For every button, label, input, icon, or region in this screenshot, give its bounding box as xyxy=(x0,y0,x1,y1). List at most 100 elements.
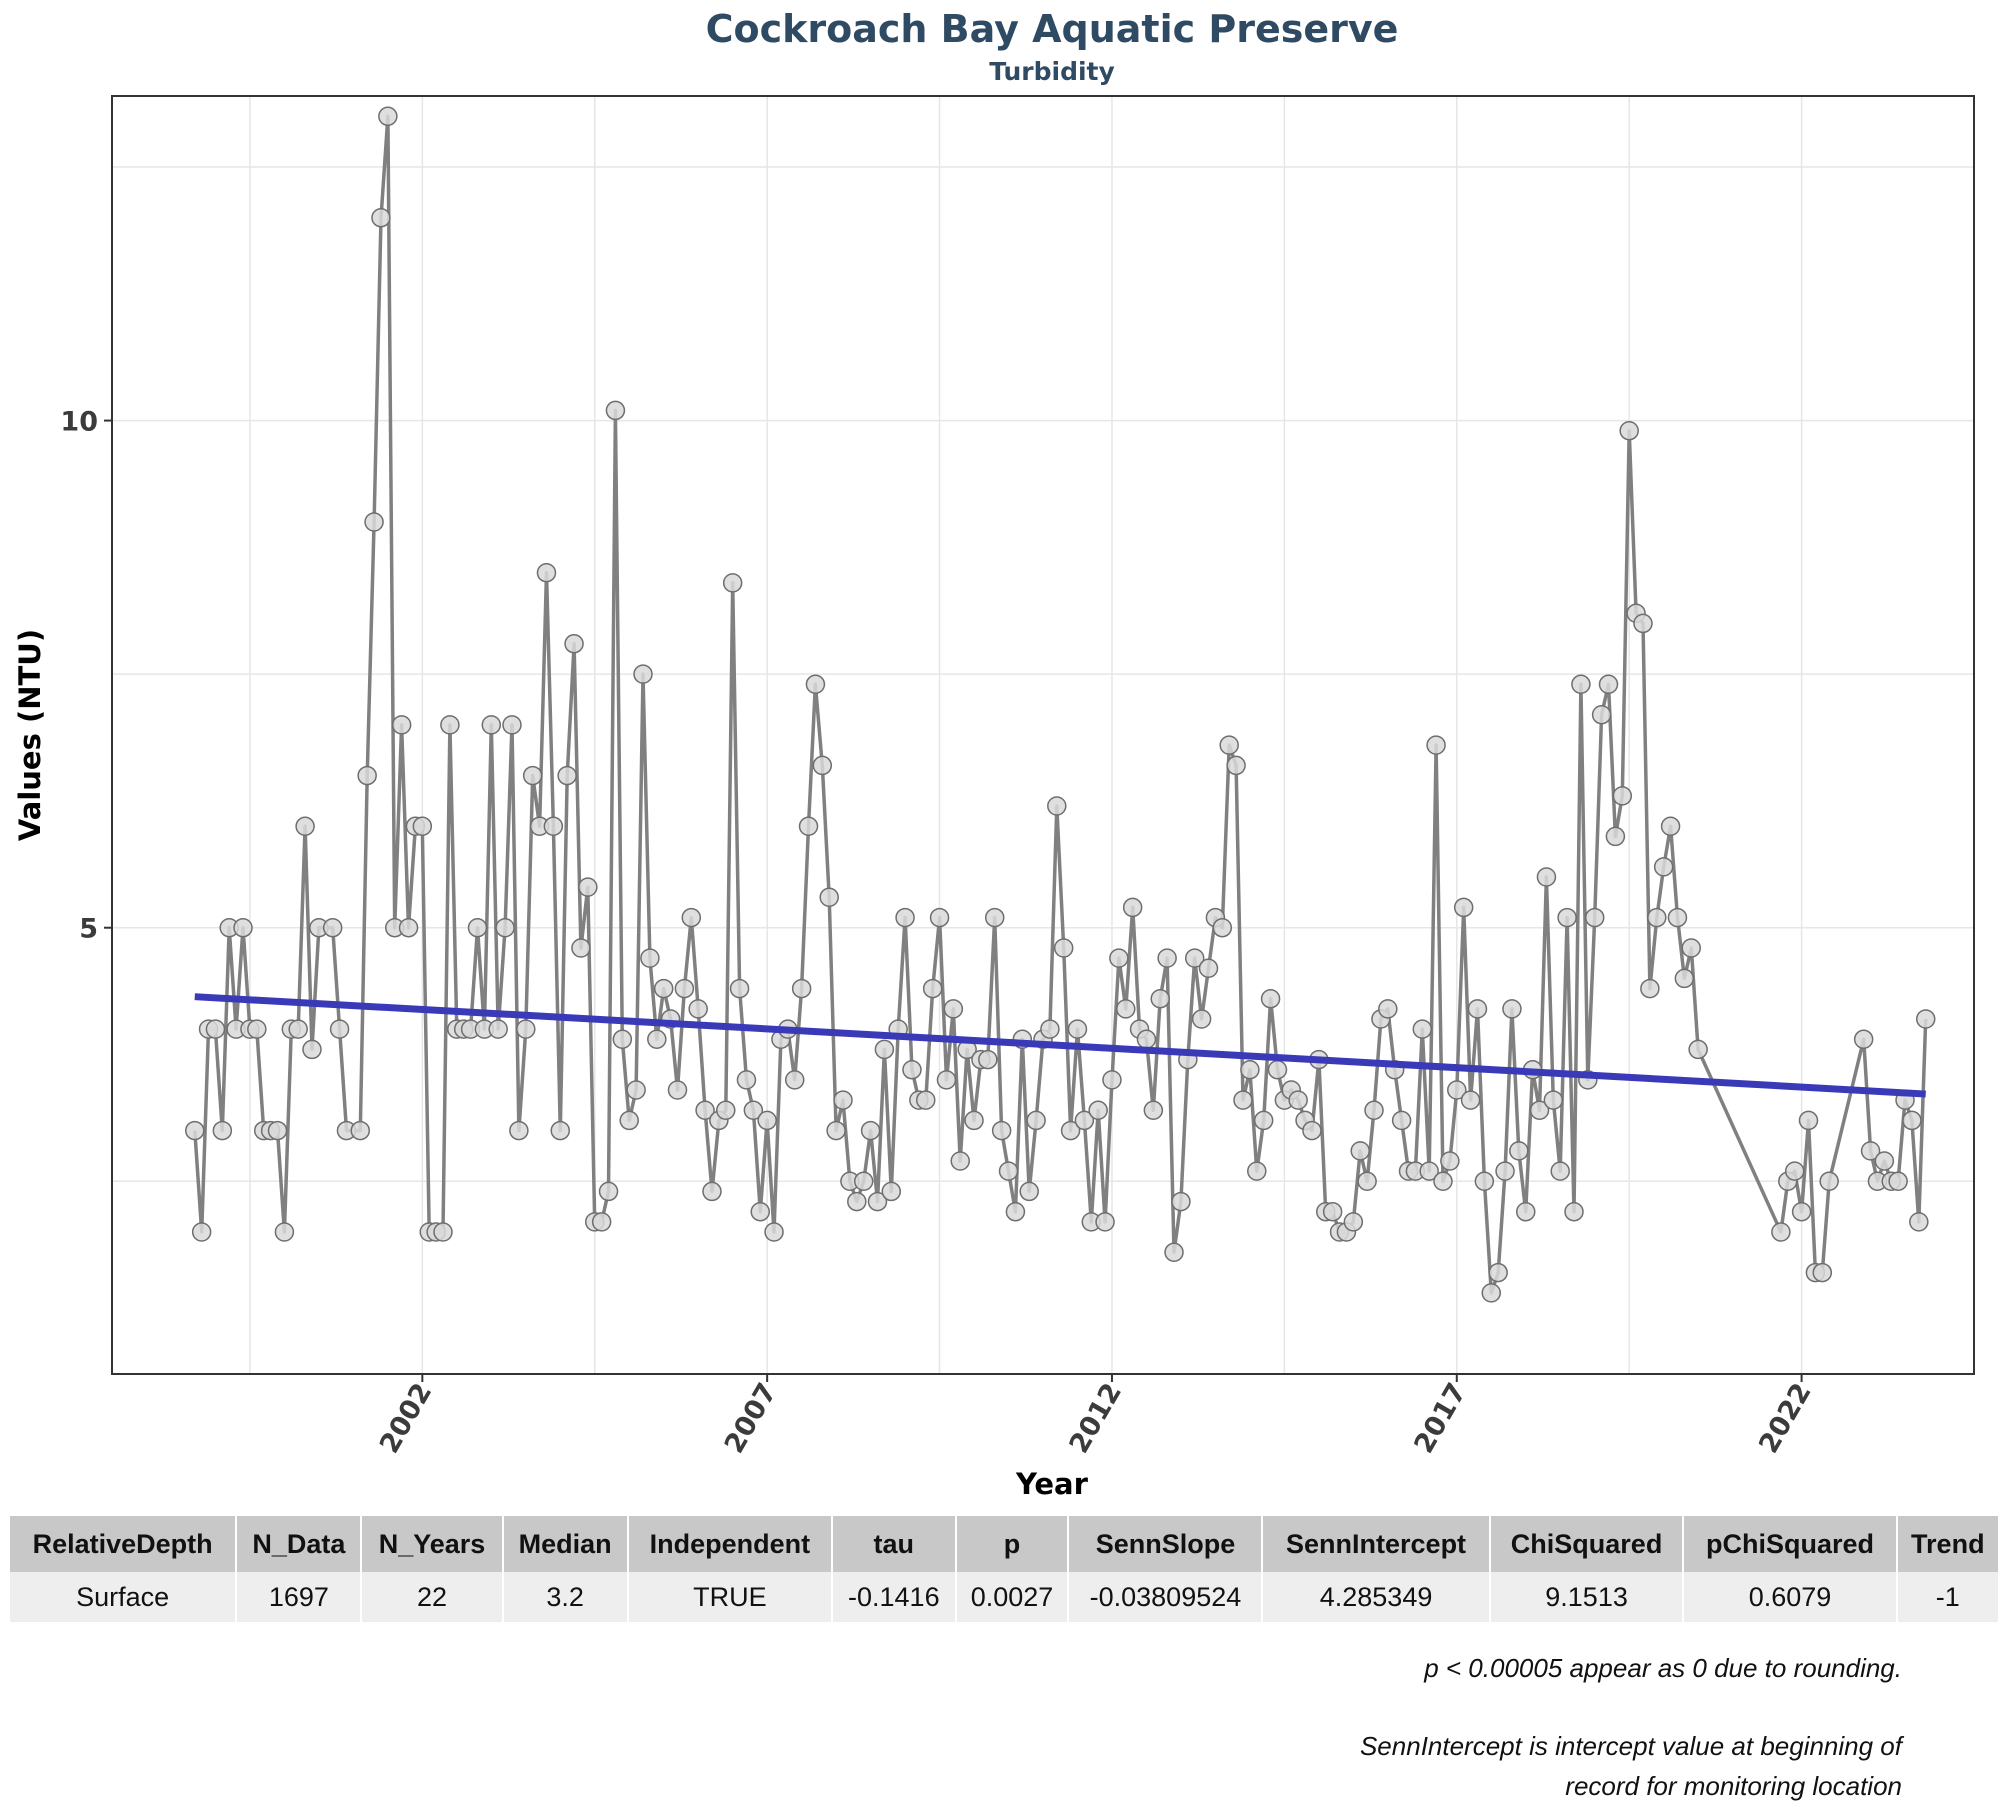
data-point-69 xyxy=(674,978,695,999)
data-point-212 xyxy=(1660,816,1681,837)
data-point-197 xyxy=(1557,907,1577,928)
data-point-217 xyxy=(1771,1222,1791,1242)
chart-title: Cockroach Bay Aquatic Preserve xyxy=(706,7,1399,51)
data-point-230 xyxy=(1888,1171,1908,1192)
data-point-140 xyxy=(1164,1242,1184,1263)
data-point-109 xyxy=(950,1151,970,1171)
data-point-191 xyxy=(1515,1201,1536,1222)
data-point-86 xyxy=(791,978,812,999)
data-point-198 xyxy=(1564,1201,1584,1222)
data-point-31 xyxy=(412,816,433,837)
data-point-168 xyxy=(1357,1171,1377,1192)
data-point-216 xyxy=(1688,1039,1708,1060)
data-point-171 xyxy=(1378,999,1398,1019)
data-point-232 xyxy=(1902,1110,1922,1131)
data-point-186 xyxy=(1481,1283,1502,1303)
data-point-4 xyxy=(212,1120,233,1141)
data-point-54 xyxy=(571,938,591,958)
data-point-51 xyxy=(550,1120,571,1141)
data-point-203 xyxy=(1598,674,1619,695)
data-point-224 xyxy=(1819,1171,1839,1192)
data-point-17 xyxy=(302,1039,322,1060)
data-point-178 xyxy=(1426,735,1446,755)
data-point-130 xyxy=(1095,1212,1115,1232)
cell-tau: -0.1416 xyxy=(833,1572,955,1622)
data-point-97 xyxy=(867,1191,888,1212)
data-point-163 xyxy=(1322,1201,1343,1222)
data-point-12 xyxy=(267,1120,288,1141)
trend-line xyxy=(194,993,1926,1098)
data-point-152 xyxy=(1247,1161,1267,1181)
data-point-44 xyxy=(502,715,522,735)
intercept-note-line2: record for monitoring location xyxy=(1565,1771,1902,1801)
data-point-226 xyxy=(1860,1141,1881,1161)
x-axis-title: Year xyxy=(1015,1467,1089,1500)
data-point-148 xyxy=(1219,735,1239,755)
data-point-98 xyxy=(874,1039,895,1060)
data-point-53 xyxy=(564,633,584,654)
data-point-193 xyxy=(1529,1100,1550,1121)
data-point-147 xyxy=(1212,917,1233,938)
data-point-169 xyxy=(1364,1100,1384,1121)
data-point-185 xyxy=(1474,1171,1495,1192)
data-point-88 xyxy=(805,674,826,695)
data-point-139 xyxy=(1157,948,1177,968)
data-point-114 xyxy=(984,907,1005,928)
table-row: Surface 1697 22 3.2 TRUE -0.1416 0.0027 … xyxy=(10,1572,1998,1622)
data-point-66 xyxy=(653,978,674,999)
data-point-106 xyxy=(929,907,950,928)
data-point-206 xyxy=(1619,420,1639,441)
header-sennintercept: SennIntercept xyxy=(1263,1516,1489,1572)
header-independent: Independent xyxy=(628,1516,832,1572)
data-point-81 xyxy=(757,1110,777,1131)
data-point-57 xyxy=(591,1212,612,1232)
senn-trend-line xyxy=(194,993,1926,1098)
data-point-195 xyxy=(1543,1090,1564,1110)
data-point-80 xyxy=(750,1201,771,1222)
x-tick-label-0: 2002 xyxy=(374,1378,438,1459)
data-point-210 xyxy=(1647,907,1667,928)
data-point-101 xyxy=(895,907,915,928)
data-point-85 xyxy=(784,1070,805,1090)
data-point-122 xyxy=(1040,1019,1060,1039)
data-point-189 xyxy=(1502,999,1522,1019)
data-point-124 xyxy=(1053,938,1074,958)
data-point-116 xyxy=(998,1161,1019,1181)
data-point-99 xyxy=(881,1181,902,1202)
data-point-129 xyxy=(1088,1100,1108,1121)
data-point-89 xyxy=(812,755,833,776)
data-point-179 xyxy=(1433,1171,1453,1192)
data-point-143 xyxy=(1184,948,1205,968)
data-point-41 xyxy=(481,715,502,735)
cell-n-data: 1697 xyxy=(237,1572,361,1622)
data-point-73 xyxy=(702,1181,722,1202)
data-point-105 xyxy=(922,978,943,999)
stats-header-row: RelativeDepth N_Data N_Years Median Inde… xyxy=(10,1516,1998,1572)
data-point-61 xyxy=(619,1110,639,1131)
header-pchisquared: pChiSquared xyxy=(1684,1516,1896,1572)
data-point-7 xyxy=(233,917,253,938)
data-point-94 xyxy=(847,1191,867,1212)
data-point-176 xyxy=(1412,1019,1433,1039)
data-point-127 xyxy=(1074,1110,1095,1131)
data-point-78 xyxy=(736,1070,757,1090)
grid xyxy=(112,96,1975,1374)
data-point-1 xyxy=(191,1222,212,1242)
series-line xyxy=(193,114,1928,1295)
data-point-181 xyxy=(1447,1080,1467,1100)
data-point-115 xyxy=(991,1120,1012,1141)
data-point-62 xyxy=(626,1080,646,1100)
data-point-150 xyxy=(1233,1090,1253,1110)
data-point-211 xyxy=(1653,857,1674,877)
header-sennslope: SennSlope xyxy=(1069,1516,1262,1572)
data-point-107 xyxy=(936,1070,957,1090)
data-point-173 xyxy=(1391,1110,1412,1131)
data-point-151 xyxy=(1240,1059,1260,1080)
data-point-77 xyxy=(729,978,750,999)
data-point-182 xyxy=(1453,897,1474,918)
data-point-68 xyxy=(667,1080,688,1100)
data-point-188 xyxy=(1495,1161,1515,1181)
data-point-209 xyxy=(1640,978,1660,999)
data-point-70 xyxy=(681,907,702,928)
data-point-55 xyxy=(578,877,598,897)
